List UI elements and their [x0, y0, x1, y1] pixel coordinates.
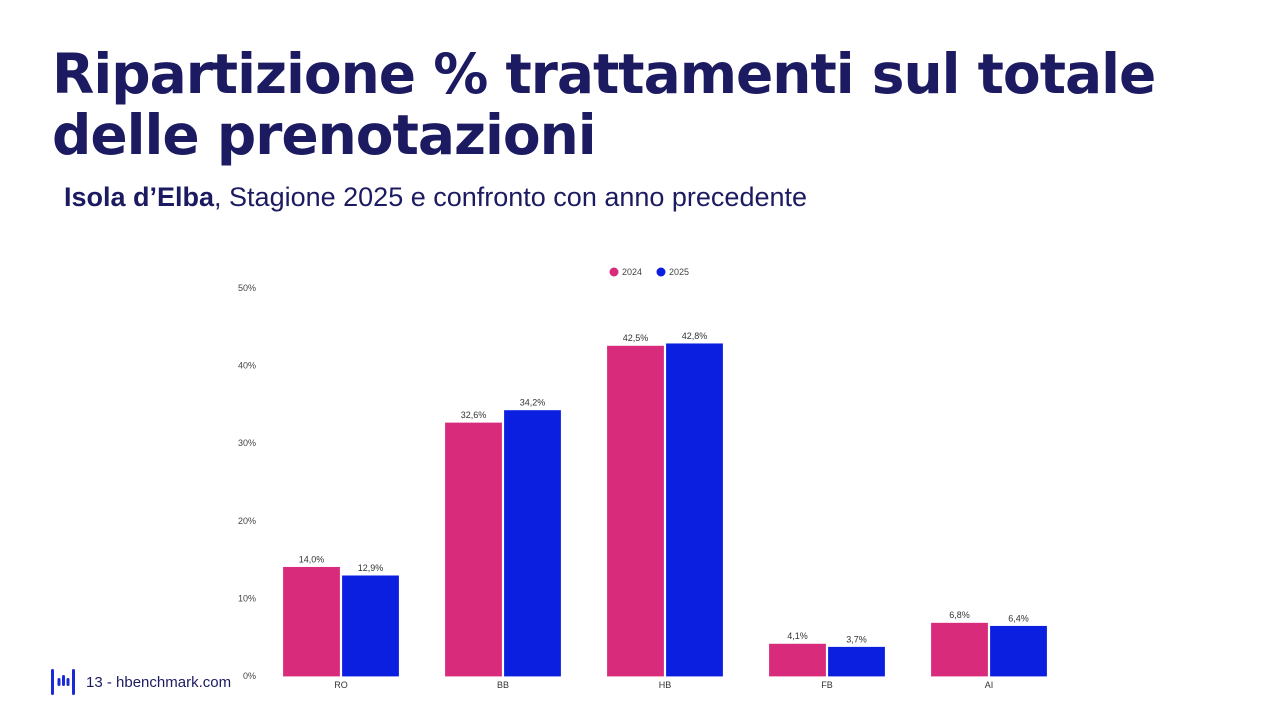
data-label: 6,8%: [949, 610, 970, 620]
bar-2024-AI: [931, 622, 988, 677]
x-tick-label: BB: [497, 680, 509, 690]
data-label: 42,5%: [623, 333, 649, 343]
data-label: 14,0%: [299, 554, 325, 564]
data-label: 3,7%: [846, 634, 867, 644]
chart-bars: 14,0% 12,9% 32,6% 34,2% 42,5% 42,8% 4,1% 3,7% 6,…: [283, 331, 1047, 677]
y-tick-label: 50%: [238, 283, 256, 293]
y-axis: 0% 10% 20% 30% 40% 50%: [238, 283, 256, 681]
x-tick-label: RO: [334, 680, 348, 690]
page-number: 13: [86, 673, 103, 691]
x-tick-label: AI: [985, 680, 994, 690]
legend-marker-2025: [656, 267, 666, 277]
y-tick-label: 10%: [238, 593, 256, 603]
data-label: 42,8%: [682, 331, 708, 341]
legend-label: 2024: [622, 267, 642, 277]
page-title: Ripartizione % trattamenti sul totale de…: [52, 42, 1156, 167]
legend-label: 2025: [669, 267, 689, 277]
bar-2025-HB: [666, 343, 723, 677]
data-label: 6,4%: [1008, 613, 1029, 623]
y-tick-label: 30%: [238, 438, 256, 448]
bar-2025-RO: [342, 575, 399, 677]
bar-2024-RO: [283, 566, 340, 677]
y-tick-label: 40%: [238, 361, 256, 371]
bar-2024-FB: [769, 643, 826, 677]
y-tick-label: 0%: [243, 671, 256, 681]
x-axis: RO BB HB FB AI: [334, 680, 993, 690]
bar-2025-BB: [504, 410, 561, 677]
bar-2025-AI: [990, 625, 1047, 677]
subtitle-location: Isola d’Elba: [64, 182, 215, 212]
page-subtitle: Isola d’Elba, Stagione 2025 e confronto …: [64, 182, 807, 213]
legend-marker-2024: [609, 267, 619, 277]
bar-2024-HB: [607, 345, 664, 677]
subtitle-description: , Stagione 2025 e confronto con anno pre…: [214, 182, 808, 212]
footer-site-link[interactable]: hbenchmark.com: [116, 673, 232, 691]
data-label: 32,6%: [461, 410, 487, 420]
data-label: 34,2%: [520, 398, 546, 408]
chart-legend: 2024 2025: [609, 267, 689, 277]
bar-2025-FB: [828, 646, 885, 677]
hbenchmark-logo-icon: [51, 669, 75, 695]
bar-2024-BB: [445, 422, 502, 677]
footer-separator: -: [102, 673, 117, 691]
x-tick-label: FB: [821, 680, 833, 690]
data-label: 12,9%: [358, 563, 384, 573]
y-tick-label: 20%: [238, 516, 256, 526]
data-label: 4,1%: [787, 631, 808, 641]
x-tick-label: HB: [659, 680, 672, 690]
footer: 13 - hbenchmark.com: [50, 668, 231, 696]
